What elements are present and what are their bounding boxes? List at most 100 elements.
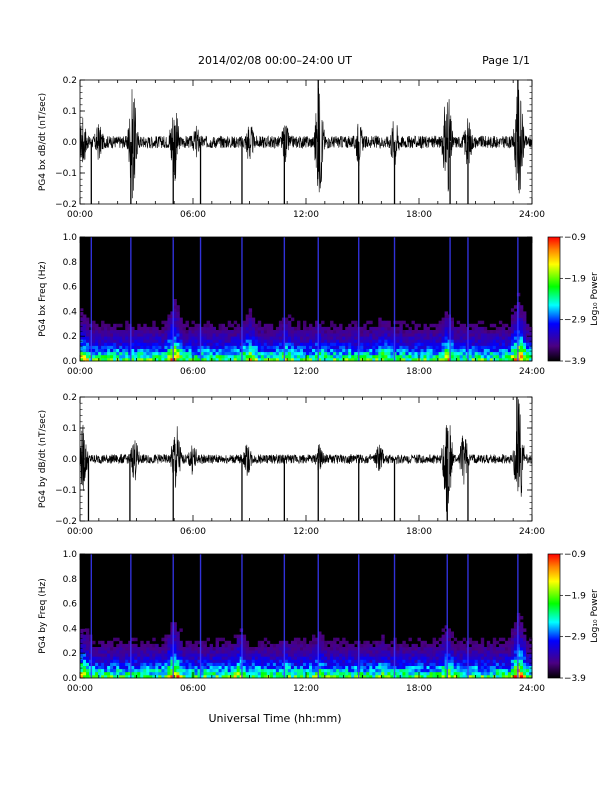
spectrogram-cell [293, 647, 298, 651]
spectrogram-cell [444, 326, 448, 331]
spectrogram-cell [483, 674, 488, 679]
spectrogram-cell [444, 656, 448, 660]
spectrogram-cell [378, 336, 382, 340]
spectrogram-cell [447, 674, 451, 679]
spectrogram-cell [164, 671, 168, 676]
spectrogram-cell [432, 643, 436, 648]
spectrogram-cell [345, 339, 349, 343]
spectrogram-cell [483, 339, 488, 343]
spectrogram-cell [523, 326, 527, 331]
spectrogram-cell [378, 656, 382, 660]
spectrogram-cell [122, 330, 126, 334]
spectrogram-cell [441, 634, 445, 639]
spectrogram-cell [176, 354, 180, 359]
spectrogram-cell [489, 345, 494, 349]
spectrogram-cell [140, 662, 144, 666]
spectrogram-cell [137, 326, 141, 331]
spectrogram-cell [149, 671, 153, 676]
spectrogram-cell [438, 647, 442, 651]
spectrogram-cell [245, 668, 250, 673]
spectrogram-cell [432, 659, 436, 663]
spectrogram-cell [495, 653, 500, 657]
spectrogram-cell [396, 320, 400, 325]
spectrogram-cell [143, 674, 147, 679]
spectrogram-cell [480, 345, 485, 349]
spectrogram-cell [182, 653, 186, 657]
spectrogram-cell [200, 643, 204, 648]
spectrogram-cell [504, 665, 509, 670]
spectrogram-cell [381, 671, 385, 676]
spectrogram-cell [242, 668, 247, 673]
spectrogram-cell [498, 656, 503, 660]
spectrogram-cell [453, 345, 458, 349]
spectrogram-cell [125, 659, 129, 663]
spectrogram-cell [86, 330, 90, 334]
spectrogram-cell [513, 342, 518, 346]
spectrogram-cell [477, 345, 482, 349]
spectrogram-cell [297, 674, 301, 679]
spectrogram-cell [206, 354, 210, 359]
spectrogram-cell [254, 671, 259, 676]
spectrogram-cell [360, 665, 364, 670]
spectrogram-cell [200, 674, 204, 679]
spectrogram-cell [170, 640, 174, 645]
spectrogram-cell [221, 659, 225, 663]
spectrogram-cell [315, 339, 319, 343]
spectrogram-cell [486, 336, 491, 340]
spectrogram-cell [236, 647, 241, 651]
spectrogram-cell [248, 662, 253, 666]
spectrogram-cell [149, 345, 153, 349]
spectrogram-cell [303, 342, 307, 346]
spectrogram-cell [281, 650, 286, 654]
spectrogram-cell [444, 342, 448, 346]
spectrogram-cell [330, 345, 334, 349]
spectrogram-cell [432, 650, 436, 654]
spectrogram-cell [519, 330, 524, 334]
spectrogram-cell [477, 671, 482, 676]
spectrogram-cell [269, 643, 274, 648]
spectrogram-cell [529, 326, 533, 331]
spectrogram-cell [149, 351, 153, 356]
spectrogram-cell [390, 354, 394, 359]
spectrogram-cell [390, 342, 394, 346]
spectrogram-cell [251, 333, 256, 337]
spectrogram-cell [161, 659, 165, 663]
spectrogram-cell [363, 662, 367, 666]
spectrogram-cell [459, 333, 464, 337]
spectrogram-cell [263, 336, 268, 340]
spectrogram-cell [206, 330, 210, 334]
spectrogram-cell [107, 345, 111, 349]
spectrogram-cell [173, 643, 177, 648]
spectrogram-cell [227, 348, 232, 353]
spectrogram-cell [381, 357, 385, 362]
spectrogram-cell [170, 323, 174, 328]
spectrogram-cell [336, 339, 340, 343]
spectrogram-cell [483, 336, 488, 340]
spectrogram-cell [405, 323, 409, 328]
spectrogram-cell [408, 326, 412, 331]
spectrogram-cell [360, 659, 364, 663]
spectrogram-cell [477, 659, 482, 663]
spectrogram-cell [152, 345, 156, 349]
spectrogram-cell [486, 668, 491, 673]
spectrogram-cell [182, 357, 186, 362]
spectrogram-cell [435, 662, 439, 666]
spectrogram-cell [529, 348, 533, 353]
spectrogram-cell [242, 656, 247, 660]
spectrogram-cell [483, 647, 488, 651]
spectrogram-cell [137, 323, 141, 328]
spectrogram-cell [197, 326, 201, 331]
spectrogram-cell [179, 659, 183, 663]
spectrogram-cell [423, 659, 427, 663]
spectrogram-cell [462, 643, 467, 648]
spectrogram-cell [498, 650, 503, 654]
spectrogram-cell [351, 659, 355, 663]
spectrogram-cell [86, 320, 90, 325]
spectrogram-cell [483, 354, 488, 359]
spectrogram-cell [453, 351, 458, 356]
spectrogram-cell [242, 643, 247, 648]
spectrogram-cell [263, 330, 268, 334]
spectrogram-cell [260, 656, 265, 660]
spectrogram-cell [312, 640, 316, 645]
spectrogram-cell [272, 668, 277, 673]
